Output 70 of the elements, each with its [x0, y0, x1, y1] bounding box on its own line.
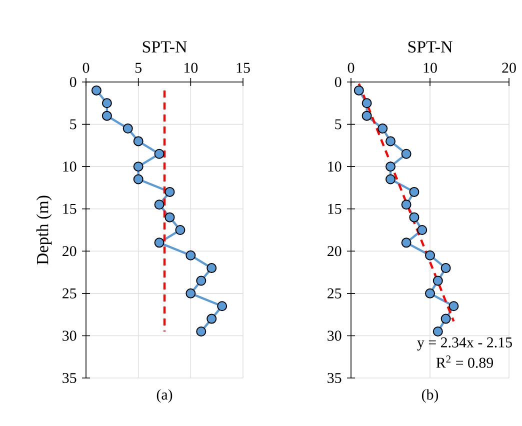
- x-tick-label: 5: [135, 62, 142, 73]
- x-tick-label: 10: [184, 62, 198, 73]
- y-tick-label: 20: [62, 246, 76, 256]
- point: [102, 98, 112, 108]
- point: [154, 238, 164, 248]
- point: [401, 238, 412, 248]
- point: [425, 250, 436, 260]
- y-tick-label: 25: [328, 288, 342, 298]
- x-tick-label: 0: [82, 62, 90, 73]
- point: [122, 124, 133, 134]
- point: [196, 276, 206, 286]
- point: [186, 288, 196, 298]
- point: [175, 225, 186, 236]
- y-tick-label: 35: [328, 372, 342, 384]
- point: [425, 288, 436, 298]
- point: [432, 276, 443, 286]
- point: [133, 136, 144, 146]
- y-tick-label: 5: [70, 119, 76, 130]
- y-tick-label: 0: [334, 76, 342, 88]
- x-tick-label: 10: [424, 62, 437, 73]
- point: [102, 110, 112, 121]
- y-tick-label: 10: [63, 162, 76, 172]
- point: [154, 200, 164, 210]
- y-tick-label: 10: [328, 162, 342, 172]
- y-tick-label: 0: [70, 76, 76, 88]
- x-tick-label: 20: [502, 62, 516, 73]
- point: [386, 162, 396, 172]
- point: [417, 225, 428, 236]
- text: (a): [156, 389, 172, 403]
- y-tick-label: 35: [62, 372, 76, 384]
- point: [378, 124, 388, 134]
- y-tick-label: 15: [63, 204, 76, 214]
- point: [432, 326, 443, 336]
- point: [154, 148, 164, 159]
- y-tick-label: 30: [62, 330, 76, 341]
- y-tick-label: 25: [62, 288, 76, 298]
- point: [386, 174, 396, 184]
- point: [354, 85, 364, 96]
- annotation: R$^{2}$ = 0.89: [436, 356, 494, 368]
- point: [217, 301, 228, 312]
- y-axis-title: Depth (m): [36, 196, 52, 265]
- text: (b): [422, 389, 438, 403]
- point: [448, 301, 459, 312]
- y-tick-label: 20: [328, 246, 342, 256]
- point: [133, 174, 144, 184]
- annotation: y = 2.34x - 2.15: [417, 337, 512, 351]
- point: [164, 186, 175, 197]
- point: [409, 212, 420, 222]
- point: [206, 263, 217, 274]
- point: [440, 263, 451, 274]
- point: [386, 136, 396, 146]
- point: [362, 98, 372, 108]
- y-tick-label: 30: [328, 330, 342, 341]
- x-axis-title: SPT-N: [408, 41, 452, 53]
- point: [401, 200, 412, 210]
- x-tick-label: 0: [348, 62, 354, 73]
- point: [362, 110, 372, 121]
- point: [440, 314, 451, 324]
- point: [206, 314, 217, 324]
- y-tick-label: 15: [328, 204, 342, 214]
- y-tick-label: 5: [335, 119, 342, 130]
- point: [409, 186, 420, 197]
- point: [164, 212, 175, 222]
- x-tick-label: 15: [236, 62, 250, 73]
- x-axis-title: SPT-N: [142, 41, 187, 53]
- point: [401, 148, 412, 159]
- point: [196, 326, 206, 336]
- point: [133, 162, 144, 172]
- point: [186, 250, 196, 260]
- point: [91, 85, 102, 96]
